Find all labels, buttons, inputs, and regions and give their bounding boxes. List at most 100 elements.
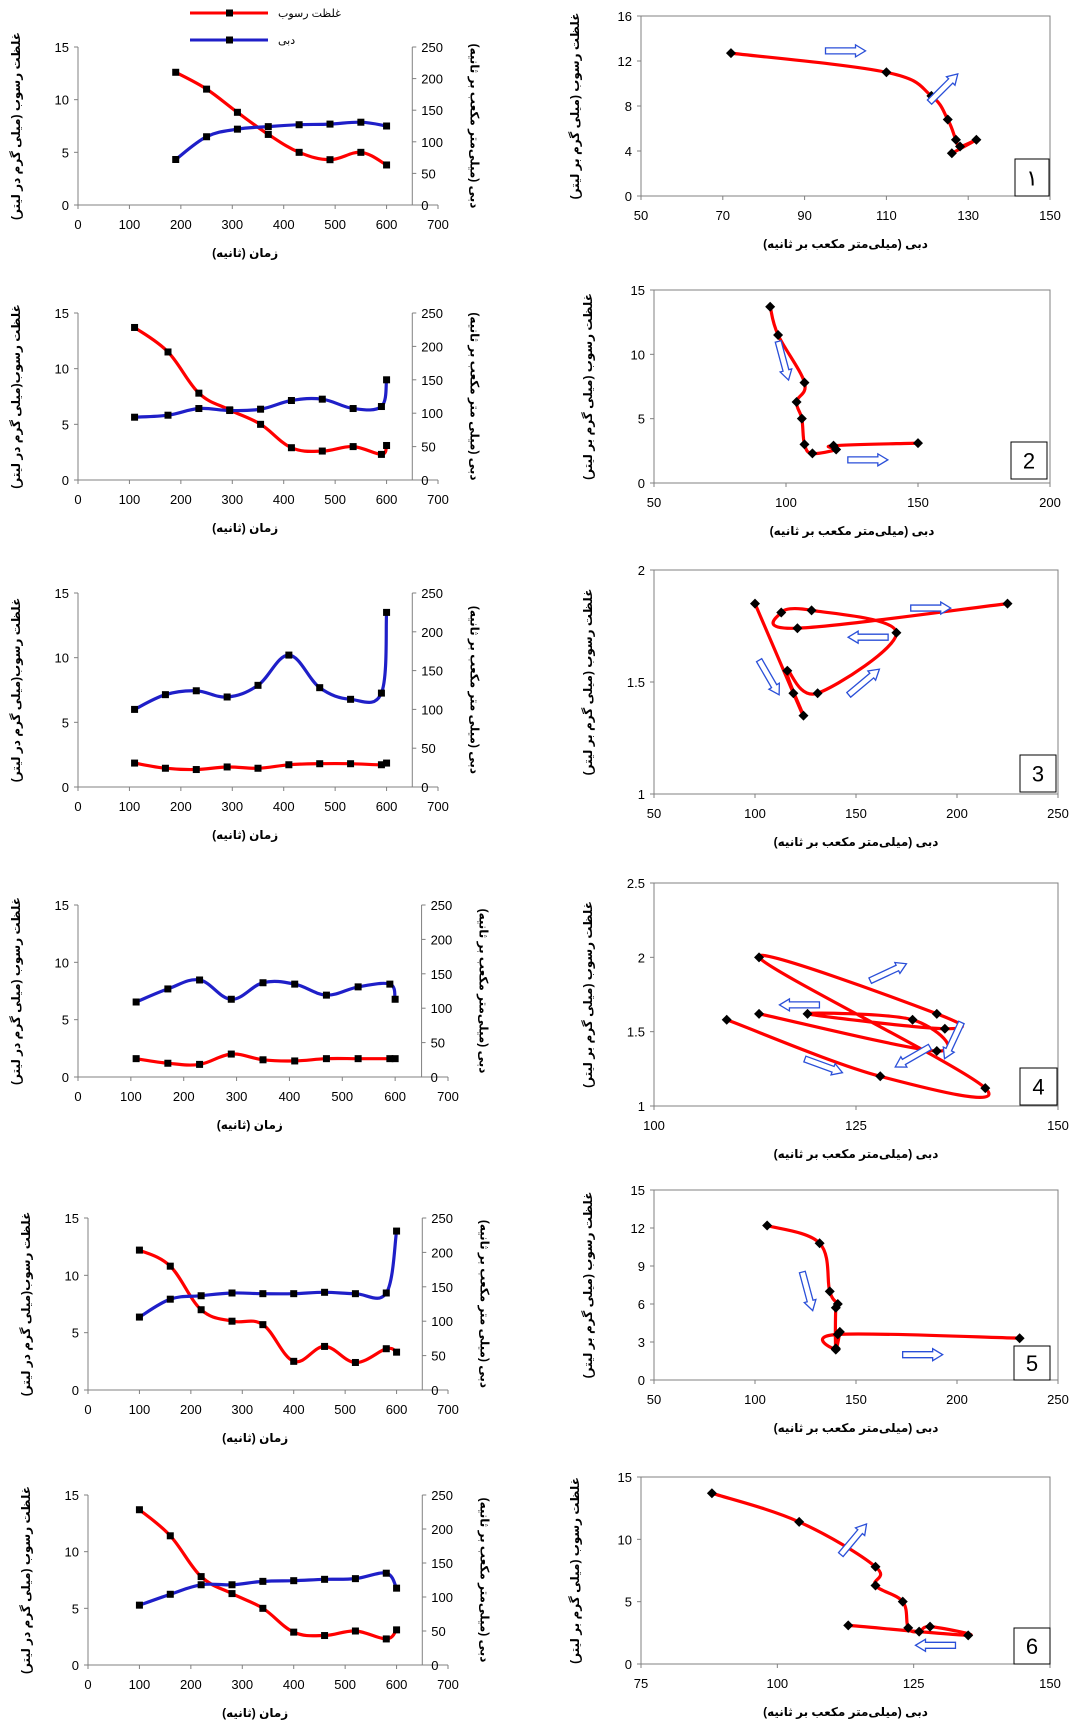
data-point bbox=[259, 1290, 267, 1298]
data-point bbox=[257, 420, 265, 428]
data-point bbox=[228, 1590, 236, 1598]
x-tick-label: 100 bbox=[129, 1402, 151, 1417]
x-tick-label: 200 bbox=[946, 1392, 968, 1407]
data-point bbox=[776, 607, 787, 618]
data-point bbox=[830, 1344, 841, 1355]
y2-tick-label: 100 bbox=[421, 135, 443, 150]
chart-ts-6: 0 100 200 300 400 500 600 700051015050100150200… bbox=[19, 1486, 491, 1720]
y-axis-title: غلظت رسوب (میلی گرم بر لیتر) bbox=[581, 589, 596, 776]
data-point bbox=[1014, 1333, 1025, 1344]
x-tick-label: 125 bbox=[845, 1118, 867, 1133]
y2-tick-label: 150 bbox=[431, 1280, 453, 1295]
y2-tick-label: 0 bbox=[431, 1658, 438, 1673]
data-point bbox=[383, 161, 391, 169]
data-point bbox=[172, 68, 180, 76]
data-point bbox=[259, 1321, 267, 1329]
y-tick-label: 15 bbox=[65, 1211, 79, 1226]
y2-tick-label: 0 bbox=[421, 780, 428, 795]
data-point bbox=[172, 155, 180, 163]
data-point bbox=[792, 623, 803, 634]
direction-arrow bbox=[845, 668, 881, 699]
y2-tick-label: 150 bbox=[421, 103, 443, 118]
y2-tick-label: 50 bbox=[421, 166, 435, 181]
data-point bbox=[131, 413, 139, 421]
data-point bbox=[946, 148, 957, 159]
x-tick-label: 200 bbox=[946, 806, 968, 821]
chart-hys-3: 50 100 150 200 250 1 1.5 2 دبی (میلی‌متر مکعب بر… bbox=[581, 563, 1069, 849]
data-point bbox=[259, 1577, 267, 1585]
data-point bbox=[164, 1059, 172, 1067]
hysteresis-line bbox=[711, 1491, 973, 1637]
data-point bbox=[706, 1488, 717, 1499]
hysteresis-line bbox=[726, 953, 991, 1099]
data-point bbox=[386, 980, 394, 988]
legend-label-discharge: دبی bbox=[278, 35, 295, 47]
data-point bbox=[316, 684, 324, 692]
x-tick-label: 500 bbox=[334, 1402, 356, 1417]
direction-arrow bbox=[824, 43, 867, 59]
y-tick-label: 1 bbox=[638, 1099, 645, 1114]
data-point bbox=[377, 403, 385, 411]
plot-frame bbox=[653, 882, 1059, 1107]
data-point bbox=[132, 1055, 140, 1063]
y-tick-label: 0 bbox=[72, 1658, 79, 1673]
data-point bbox=[223, 693, 231, 701]
data-point bbox=[963, 1630, 974, 1641]
chart-ts-2: 0 100 200 300 400 500 600 700051015050100150200… bbox=[9, 304, 481, 535]
y-tick-label: 2.5 bbox=[627, 876, 645, 891]
y-tick-label: 16 bbox=[618, 9, 632, 24]
x-tick-label: 300 bbox=[226, 1089, 248, 1104]
data-point bbox=[196, 976, 204, 984]
data-point bbox=[377, 450, 385, 458]
data-point bbox=[351, 1290, 359, 1298]
y-tick-label: 10 bbox=[631, 347, 645, 362]
data-point bbox=[351, 1627, 359, 1635]
panel-label-box bbox=[1010, 441, 1048, 480]
x-axis-title: زمان (ثانیه) bbox=[212, 521, 278, 535]
x-axis-title: زمان (ثانیه) bbox=[222, 1431, 288, 1445]
arrow-shape bbox=[894, 1043, 933, 1068]
data-point bbox=[257, 405, 265, 413]
data-point bbox=[285, 651, 293, 659]
y-tick-label: 5 bbox=[62, 145, 69, 160]
x-tick-label: 500 bbox=[331, 1089, 353, 1104]
data-point bbox=[806, 605, 817, 616]
x-tick-label: 100 bbox=[744, 1392, 766, 1407]
y-tick-label: 5 bbox=[638, 412, 645, 427]
data-point bbox=[754, 1008, 765, 1019]
x-tick-label: 500 bbox=[324, 492, 346, 507]
direction-arrow bbox=[837, 1523, 868, 1558]
data-point bbox=[881, 67, 892, 78]
data-point bbox=[796, 413, 807, 424]
x-tick-label: 700 bbox=[437, 1677, 459, 1692]
y2-tick-label: 150 bbox=[431, 1556, 453, 1571]
data-point bbox=[349, 405, 357, 413]
y-tick-label: 5 bbox=[62, 417, 69, 432]
y-tick-label: 5 bbox=[62, 1013, 69, 1028]
x-tick-label: 200 bbox=[180, 1402, 202, 1417]
direction-arrow bbox=[803, 1055, 844, 1076]
x-tick-label: 150 bbox=[1039, 208, 1061, 223]
y-tick-label: 0 bbox=[638, 476, 645, 491]
data-point bbox=[950, 134, 961, 145]
x-tick-label: 600 bbox=[376, 217, 398, 232]
data-point bbox=[383, 441, 391, 449]
y2-tick-label: 200 bbox=[431, 1245, 453, 1260]
arrow-shape bbox=[824, 43, 867, 59]
panel-label: 2 bbox=[1023, 449, 1035, 474]
x-tick-label: 600 bbox=[376, 492, 398, 507]
x-tick-label: 400 bbox=[283, 1402, 305, 1417]
y2-tick-label: 100 bbox=[421, 702, 443, 717]
y2-tick-label: 50 bbox=[421, 741, 435, 756]
plot-frame bbox=[640, 15, 1051, 197]
x-tick-label: 200 bbox=[173, 1089, 195, 1104]
x-tick-label: 600 bbox=[376, 799, 398, 814]
chart-hys-2: 50 100 150 200 0 5 10 15 دبی (میلی‌متر مکعب بر ث… bbox=[581, 283, 1061, 538]
y2-tick-label: 50 bbox=[431, 1349, 445, 1364]
panel-label-box bbox=[1013, 1345, 1051, 1381]
x-tick-label: 0 bbox=[74, 492, 81, 507]
data-point bbox=[980, 1083, 991, 1094]
data-point bbox=[393, 1227, 401, 1235]
y2-tick-label: 150 bbox=[421, 373, 443, 388]
y-tick-label: 8 bbox=[625, 99, 632, 114]
